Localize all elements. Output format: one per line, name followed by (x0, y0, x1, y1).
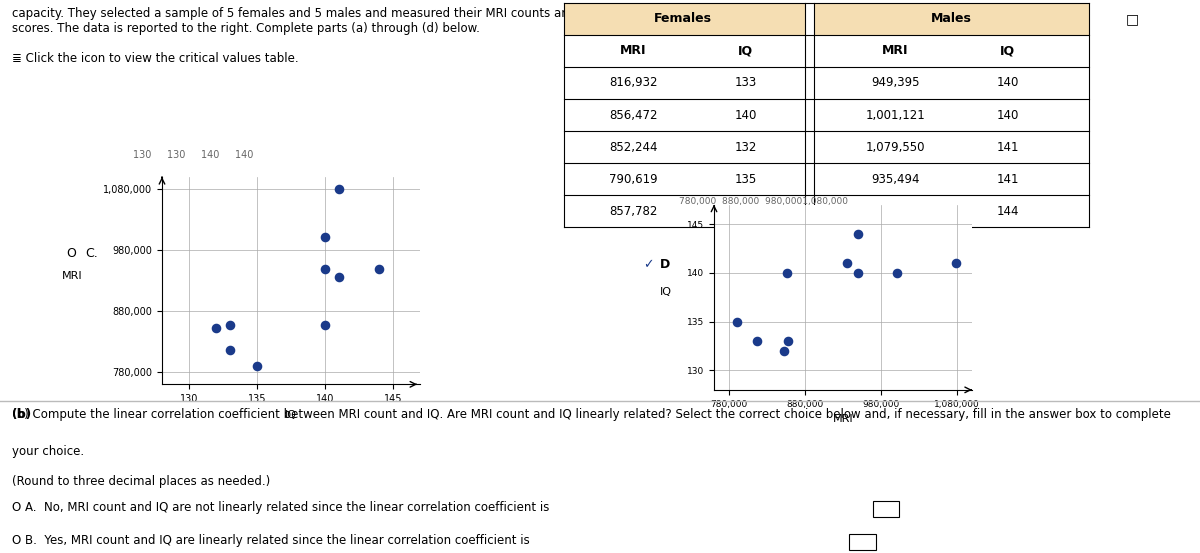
Text: 140: 140 (996, 76, 1019, 90)
Text: capacity. They selected a sample of 5 females and 5 males and measured their MRI: capacity. They selected a sample of 5 fe… (12, 7, 592, 65)
Bar (564, 3, 805, 35)
Text: 935,494: 935,494 (871, 173, 919, 186)
Text: 1,079,550: 1,079,550 (865, 140, 925, 154)
Text: IQ: IQ (1000, 44, 1015, 58)
Text: 949,589: 949,589 (871, 205, 919, 218)
Y-axis label: MRI: MRI (62, 270, 83, 281)
Text: 852,244: 852,244 (608, 140, 658, 154)
Bar (850, 534, 876, 550)
Point (329, 273, 348, 281)
Text: 856,472: 856,472 (608, 108, 658, 122)
Text: MRI: MRI (802, 210, 821, 220)
Text: 140: 140 (996, 108, 1019, 122)
Text: 140: 140 (734, 108, 757, 122)
Text: ✓: ✓ (643, 258, 654, 271)
Text: O A.  No, MRI count and IQ are not linearly related since the linear correlation: O A. No, MRI count and IQ are not linear… (12, 501, 550, 514)
Text: your choice.: your choice. (12, 446, 84, 458)
Point (838, 259, 857, 268)
Text: 130     130     140     140: 130 130 140 140 (133, 150, 253, 160)
Text: IQ: IQ (218, 177, 229, 187)
Text: 780,000  880,000  980,0001,080,000: 780,000 880,000 980,0001,080,000 (679, 197, 848, 206)
Text: Males: Males (931, 12, 972, 25)
Point (316, 321, 335, 330)
Point (848, 229, 868, 238)
Point (748, 337, 767, 346)
Point (778, 268, 797, 277)
Text: 949,395: 949,395 (871, 76, 919, 90)
Point (329, 185, 348, 194)
Point (221, 320, 240, 329)
Text: D: D (660, 258, 671, 271)
Text: C.: C. (85, 247, 98, 260)
Text: 144: 144 (996, 205, 1019, 218)
Point (774, 346, 793, 355)
Point (206, 324, 226, 332)
X-axis label: MRI: MRI (833, 414, 853, 424)
Text: 135: 135 (734, 173, 756, 186)
Text: 133: 133 (734, 76, 756, 90)
Text: 141: 141 (996, 173, 1019, 186)
Point (247, 361, 266, 370)
Text: MRI: MRI (620, 44, 647, 58)
Point (316, 233, 335, 242)
Text: 141: 141 (996, 140, 1019, 154)
Point (221, 345, 240, 354)
Text: 132: 132 (734, 140, 757, 154)
Y-axis label: IQ: IQ (660, 287, 672, 298)
Text: (Round to three decimal places as needed.): (Round to three decimal places as needed… (12, 476, 270, 488)
Text: (b) Compute the linear correlation coefficient between MRI count and IQ. Are MRI: (b) Compute the linear correlation coeff… (12, 408, 1171, 421)
Text: 816,932: 816,932 (608, 76, 658, 90)
Point (848, 268, 868, 277)
Bar (814, 3, 1088, 35)
Point (887, 268, 906, 277)
Point (370, 264, 389, 273)
Text: IQ: IQ (738, 44, 754, 58)
Point (779, 337, 798, 346)
Text: MRI: MRI (882, 44, 908, 58)
Text: O: O (66, 247, 76, 260)
Bar (874, 501, 899, 517)
Text: Females: Females (654, 12, 712, 25)
X-axis label: IQ: IQ (286, 410, 298, 420)
Point (727, 317, 746, 326)
Text: 133: 133 (734, 205, 756, 218)
Text: O B.  Yes, MRI count and IQ are linearly related since the linear correlation co: O B. Yes, MRI count and IQ are linearly … (12, 534, 529, 546)
Point (947, 259, 966, 268)
Point (316, 264, 335, 273)
Text: □: □ (1126, 12, 1139, 26)
Text: 857,782: 857,782 (608, 205, 658, 218)
Text: 1,001,121: 1,001,121 (865, 108, 925, 122)
Text: (b): (b) (12, 408, 31, 421)
Text: 790,619: 790,619 (608, 173, 658, 186)
